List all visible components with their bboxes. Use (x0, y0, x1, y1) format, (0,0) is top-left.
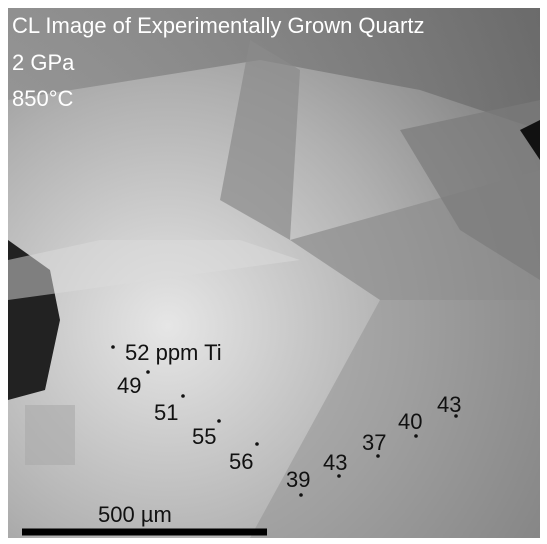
analysis-spot (181, 394, 185, 398)
ti-label: 52 ppm Ti (125, 340, 222, 365)
image: CL Image of Experimentally Grown Quartz … (0, 0, 547, 544)
analysis-spot (111, 345, 115, 349)
analysis-spot (146, 370, 150, 374)
ti-label: 55 (192, 424, 216, 449)
ti-label: 43 (437, 392, 461, 417)
ti-label: 39 (286, 467, 310, 492)
pressure: 2 GPa (12, 50, 75, 75)
ti-label: 49 (117, 373, 141, 398)
title: CL Image of Experimentally Grown Quartz (12, 13, 424, 38)
ti-label: 43 (323, 450, 347, 475)
ti-label: 56 (229, 449, 253, 474)
ti-label: 40 (398, 409, 422, 434)
ti-label: 51 (154, 400, 178, 425)
analysis-spot (217, 419, 221, 423)
cl-image (8, 8, 540, 538)
analysis-spot (414, 434, 418, 438)
ti-label: 37 (362, 430, 386, 455)
temperature: 850°C (12, 86, 74, 111)
analysis-spot (255, 442, 259, 446)
page: CL Image of Experimentally Grown Quartz … (0, 0, 547, 544)
analysis-spot (299, 493, 303, 497)
scale-label: 500 µm (98, 502, 172, 527)
